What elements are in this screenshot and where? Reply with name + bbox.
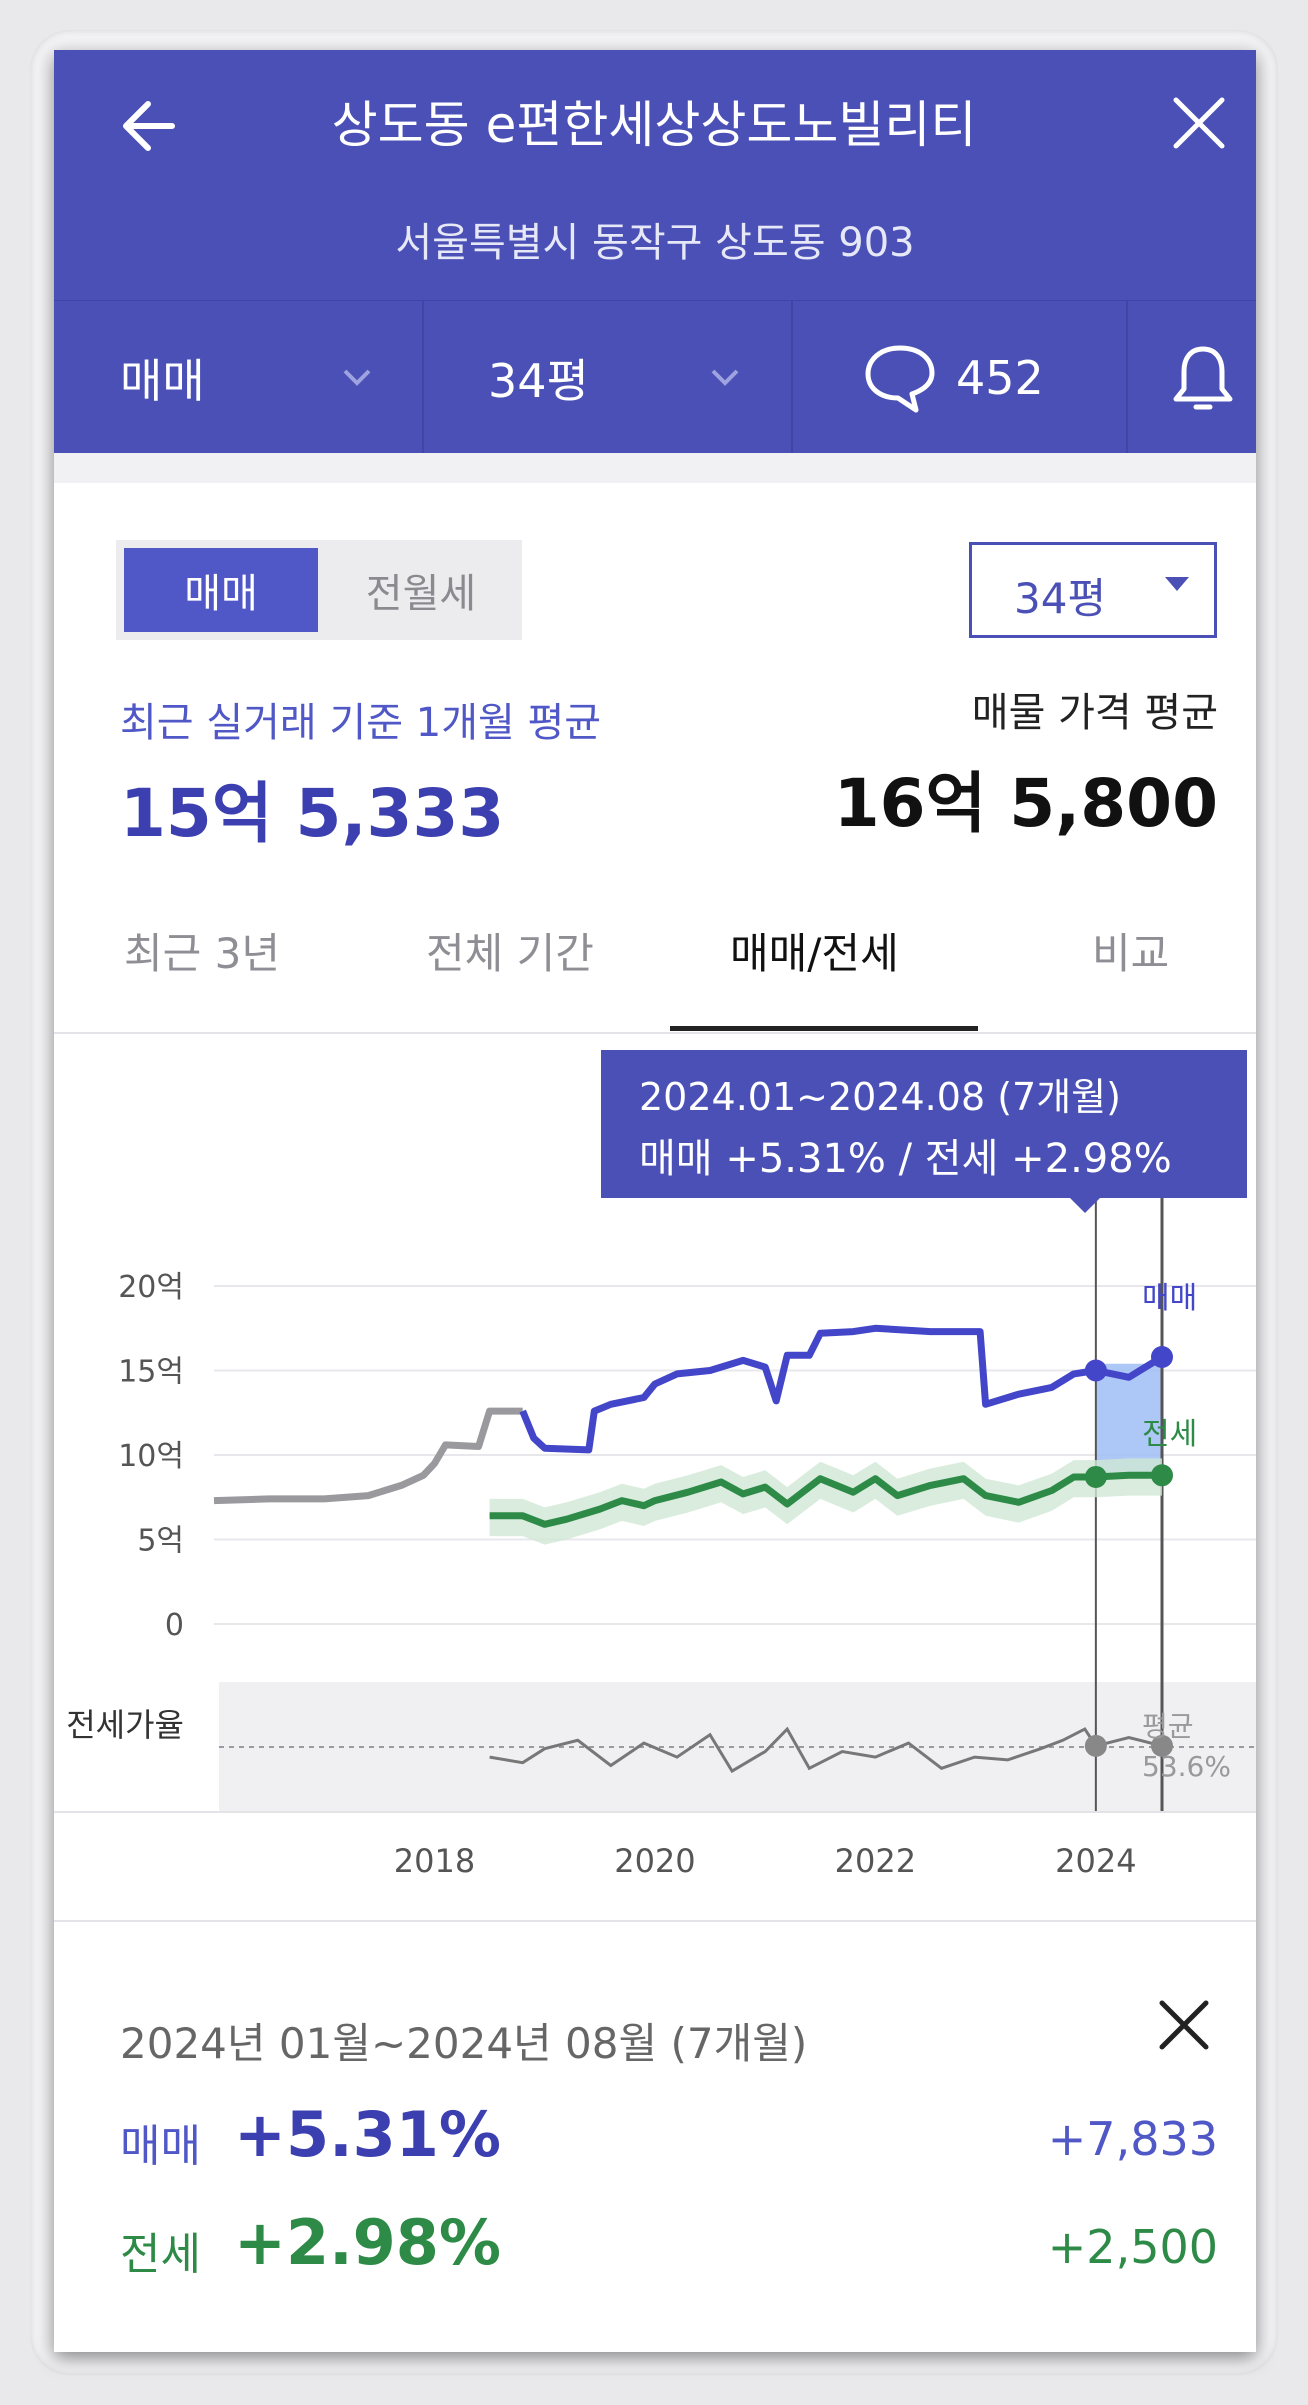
listing-average-value: 16억 5,800 bbox=[833, 765, 1218, 842]
series-label-sale: 매매 bbox=[1142, 1281, 1197, 1316]
divider bbox=[1126, 301, 1128, 454]
detail-jeonse-amount: +2,500 bbox=[1047, 2220, 1218, 2274]
tab-compare[interactable]: 비교 bbox=[1092, 929, 1170, 978]
area-select[interactable]: 34평 bbox=[969, 542, 1217, 638]
ratio-average-label: 평균 bbox=[1142, 1710, 1194, 1743]
jeonse-range-area bbox=[489, 1458, 1163, 1545]
detail-sale-change: +5.31% bbox=[234, 2098, 502, 2171]
section-divider bbox=[54, 453, 1256, 483]
sale-marker bbox=[1151, 1345, 1173, 1368]
close-icon[interactable] bbox=[1164, 88, 1234, 158]
area-select-value: 34평 bbox=[1014, 574, 1107, 623]
app-header: 상도동 e편한세상상도노빌리티 서울특별시 동작구 상도동 903 매매 34평 bbox=[54, 50, 1256, 454]
recent-average-label: 최근 실거래 기준 1개월 평균 bbox=[120, 700, 602, 746]
range-tooltip: 2024.01~2024.08 (7개월) 매매 +5.31% / 전세 +2.… bbox=[601, 1050, 1247, 1213]
chevron-down-icon bbox=[343, 369, 371, 386]
toggle-rent[interactable]: 전월세 bbox=[365, 571, 477, 617]
chart-grid: 20억 15억 10억 5억 0 bbox=[118, 1270, 1256, 1643]
chart-series bbox=[213, 1324, 1173, 1774]
detail-jeonse-change: +2.98% bbox=[234, 2206, 502, 2279]
detail-sale-label: 매매 bbox=[120, 2121, 201, 2172]
detail-jeonse-label: 전세 bbox=[120, 2229, 201, 2280]
deal-type-dropdown[interactable]: 매매 bbox=[120, 301, 205, 454]
y-tick-label: 10억 bbox=[118, 1439, 184, 1474]
x-tick-label: 2020 bbox=[614, 1842, 695, 1880]
caret-down-icon bbox=[1165, 577, 1189, 591]
price-chart[interactable]: 20억 15억 10억 5억 0 전세가율 평균 53.6% 매매 전세 2018 202… bbox=[54, 1034, 1256, 1914]
highlight-range bbox=[1095, 1363, 1162, 1476]
divider bbox=[791, 301, 793, 454]
detail-sale-amount: +7,833 bbox=[1047, 2112, 1218, 2166]
area-value: 34평 bbox=[488, 353, 589, 408]
x-tick-label: 2018 bbox=[394, 1842, 475, 1880]
deal-type-value: 매매 bbox=[120, 353, 205, 408]
tab-divider bbox=[54, 1032, 1256, 1034]
tooltip-change: 매매 +5.31% / 전세 +2.98% bbox=[639, 1136, 1172, 1182]
comment-count: 452 bbox=[956, 350, 1044, 405]
x-tick-label: 2024 bbox=[1055, 1842, 1136, 1880]
ratio-marker bbox=[1084, 1734, 1107, 1757]
tab-sale-jeonse[interactable]: 매매/전세 bbox=[730, 929, 899, 978]
deal-toggle: 매매 전월세 bbox=[116, 540, 522, 640]
jeonse-line bbox=[489, 1471, 1162, 1528]
jeonse-marker bbox=[1084, 1465, 1107, 1488]
x-axis-ticks: 2018 2020 2022 2024 bbox=[394, 1842, 1137, 1880]
tooltip-period: 2024.01~2024.08 (7개월) bbox=[639, 1075, 1121, 1119]
tooltip-pointer bbox=[1069, 1197, 1101, 1213]
app-screen: 상도동 e편한세상상도노빌리티 서울특별시 동작구 상도동 903 매매 34평 bbox=[54, 50, 1256, 2352]
back-arrow-icon[interactable] bbox=[114, 90, 186, 162]
jeonse-marker bbox=[1151, 1464, 1173, 1487]
speech-bubble-icon bbox=[865, 345, 935, 412]
listing-average-label: 매물 가격 평균 bbox=[971, 690, 1218, 736]
x-tick-label: 2022 bbox=[835, 1842, 916, 1880]
ratio-axis-label: 전세가율 bbox=[66, 1706, 184, 1744]
bell-icon[interactable] bbox=[1172, 343, 1234, 415]
toggle-sale[interactable]: 매매 bbox=[124, 548, 318, 632]
sale-line bbox=[519, 1324, 1164, 1454]
filter-bar: 매매 34평 452 bbox=[54, 300, 1256, 454]
detail-divider bbox=[54, 1920, 1256, 1922]
ratio-marker bbox=[1151, 1734, 1173, 1757]
recent-average-value: 15억 5,333 bbox=[120, 775, 505, 852]
divider bbox=[422, 301, 424, 454]
tab-all-period[interactable]: 전체 기간 bbox=[426, 929, 594, 978]
ratio-line bbox=[489, 1726, 1163, 1774]
close-icon[interactable] bbox=[1154, 1995, 1214, 2055]
detail-period: 2024년 01월~2024년 08월 (7개월) bbox=[120, 2019, 808, 2068]
y-tick-label: 20억 bbox=[118, 1270, 184, 1305]
ratio-average-value: 53.6% bbox=[1142, 1750, 1231, 1783]
y-tick-label: 5억 bbox=[137, 1524, 184, 1559]
chart-labels: 전세가율 평균 53.6% 매매 전세 bbox=[66, 1281, 1231, 1783]
chevron-down-icon bbox=[711, 369, 739, 386]
y-tick-label: 0 bbox=[165, 1608, 184, 1643]
comments-button[interactable]: 452 bbox=[862, 301, 1044, 454]
series-label-jeonse: 전세 bbox=[1142, 1417, 1197, 1452]
y-tick-label: 15억 bbox=[118, 1355, 184, 1390]
address-text: 서울특별시 동작구 상도동 903 bbox=[395, 220, 915, 266]
sale-history-line bbox=[213, 1407, 523, 1505]
page-title: 상도동 e편한세상상도노빌리티 bbox=[331, 96, 977, 154]
area-dropdown[interactable]: 34평 bbox=[488, 301, 589, 454]
tab-recent-3y[interactable]: 최근 3년 bbox=[124, 929, 280, 978]
sale-marker bbox=[1084, 1359, 1107, 1382]
active-tab-indicator bbox=[670, 1026, 978, 1031]
